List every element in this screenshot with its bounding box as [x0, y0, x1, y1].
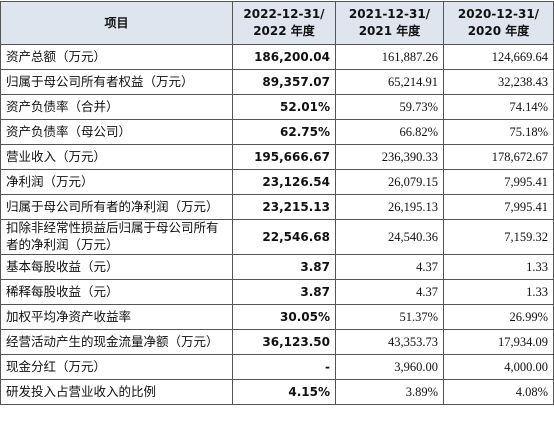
table-row: 现金分红（万元） -3,960.00 4,000.00: [0, 354, 554, 380]
header-cell: 2022-12-31/ 2022 年度: [232, 1, 336, 45]
value-cell: 32,238.43: [443, 69, 554, 95]
table-row: 营业收入（万元） 195,666.67 236,390.33 178,672.67: [0, 144, 554, 170]
row-label: 营业收入（万元）: [0, 144, 233, 170]
header-row: 项目 2022-12-31/ 2022 年度 2021-12-31/ 2021 年度…: [0, 1, 554, 45]
value-cell: 4.37: [335, 279, 444, 305]
row-label: 研发投入占营业收入的比例: [0, 379, 233, 405]
value-cell: 3.89%: [335, 379, 444, 405]
value-cell: 195,666.67: [232, 144, 336, 170]
value-cell: 22,546.68: [232, 219, 336, 255]
value-cell: 186,200.04: [232, 44, 336, 70]
table-row: 资产负债率（合并） 52.01% 59.73% 74.14%: [0, 94, 554, 120]
table-row: 归属于母公司所有者权益（万元） 89,357.07 65,214.91 32,238.…: [0, 69, 554, 95]
value-cell: 59.73%: [335, 94, 444, 120]
value-cell: 161,887.26: [335, 44, 444, 70]
header-cell: 2020-12-31/ 2020 年度: [443, 1, 554, 45]
header-cell: 项目: [0, 1, 233, 45]
value-cell: 66.82%: [335, 119, 444, 145]
row-label: 净利润（万元）: [0, 169, 233, 195]
table-row: 扣除非经常性损益后归属于母公司所有者的净利润（万元） 22,546.68 24,54…: [0, 219, 554, 255]
value-cell: 3.87: [232, 254, 336, 280]
table-row: 资产总额（万元） 186,200.04 161,887.26 124,669.64: [0, 44, 554, 70]
value-cell: 1.33: [443, 279, 554, 305]
row-label: 资产总额（万元）: [0, 44, 233, 70]
value-cell: 7,995.41: [443, 169, 554, 195]
value-cell: 30.05%: [232, 304, 336, 330]
value-cell: 51.37%: [335, 304, 444, 330]
value-cell: 3.87: [232, 279, 336, 305]
value-cell: 178,672.67: [443, 144, 554, 170]
table-body: 资产总额（万元） 186,200.04 161,887.26 124,669.64 归属…: [0, 44, 554, 405]
table-row: 基本每股收益（元） 3.87 4.37 1.33: [0, 254, 554, 280]
value-cell: 23,215.13: [232, 194, 336, 220]
value-cell: 7,995.41: [443, 194, 554, 220]
value-cell: -: [232, 354, 336, 380]
row-label: 稀释每股收益（元）: [0, 279, 233, 305]
value-cell: 89,357.07: [232, 69, 336, 95]
table-row: 经营活动产生的现金流量净额（万元） 36,123.50 43,353.73 17,93…: [0, 329, 554, 355]
row-label: 加权平均净资产收益率: [0, 304, 233, 330]
row-label: 资产负债率（母公司）: [0, 119, 233, 145]
value-cell: 4.37: [335, 254, 444, 280]
row-label: 归属于母公司所有者的净利润（万元）: [0, 194, 233, 220]
row-label: 归属于母公司所有者权益（万元）: [0, 69, 233, 95]
value-cell: 65,214.91: [335, 69, 444, 95]
value-cell: 24,540.36: [335, 219, 444, 255]
value-cell: 26.99%: [443, 304, 554, 330]
value-cell: 4.08%: [443, 379, 554, 405]
value-cell: 36,123.50: [232, 329, 336, 355]
value-cell: 4.15%: [232, 379, 336, 405]
row-label: 扣除非经常性损益后归属于母公司所有者的净利润（万元）: [0, 219, 233, 255]
table-row: 净利润（万元） 23,126.54 26,079.15 7,995.41: [0, 169, 554, 195]
table-row: 归属于母公司所有者的净利润（万元） 23,215.13 26,195.13 7,995…: [0, 194, 554, 220]
value-cell: 26,195.13: [335, 194, 444, 220]
value-cell: 236,390.33: [335, 144, 444, 170]
value-cell: 17,934.09: [443, 329, 554, 355]
row-label: 资产负债率（合并）: [0, 94, 233, 120]
value-cell: 3,960.00: [335, 354, 444, 380]
financial-table: 项目 2022-12-31/ 2022 年度 2021-12-31/ 2021 年度…: [0, 1, 554, 405]
table-row: 加权平均净资产收益率 30.05% 51.37% 26.99%: [0, 304, 554, 330]
table-row: 资产负债率（母公司） 62.75% 66.82% 75.18%: [0, 119, 554, 145]
row-label: 基本每股收益（元）: [0, 254, 233, 280]
value-cell: 75.18%: [443, 119, 554, 145]
row-label: 现金分红（万元）: [0, 354, 233, 380]
table-row: 研发投入占营业收入的比例 4.15% 3.89% 4.08%: [0, 379, 554, 405]
value-cell: 74.14%: [443, 94, 554, 120]
value-cell: 62.75%: [232, 119, 336, 145]
row-label: 经营活动产生的现金流量净额（万元）: [0, 329, 233, 355]
value-cell: 1.33: [443, 254, 554, 280]
value-cell: 43,353.73: [335, 329, 444, 355]
value-cell: 26,079.15: [335, 169, 444, 195]
value-cell: 4,000.00: [443, 354, 554, 380]
value-cell: 7,159.32: [443, 219, 554, 255]
table-row: 稀释每股收益（元） 3.87 4.37 1.33: [0, 279, 554, 305]
value-cell: 52.01%: [232, 94, 336, 120]
value-cell: 124,669.64: [443, 44, 554, 70]
value-cell: 23,126.54: [232, 169, 336, 195]
header-cell: 2021-12-31/ 2021 年度: [335, 1, 444, 45]
